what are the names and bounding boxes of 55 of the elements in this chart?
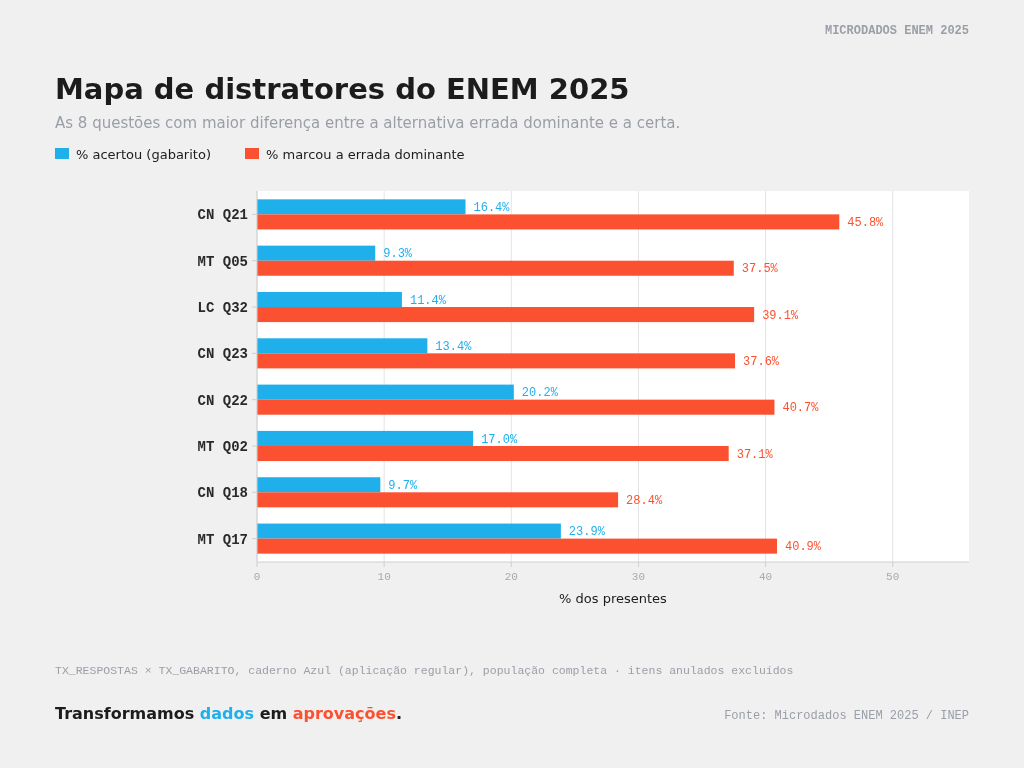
data-label: 11.4% <box>409 293 447 308</box>
chart-title: Mapa de distratores do ENEM 2025 <box>55 72 630 106</box>
text: MICRODADOS ENEM 2025 <box>824 24 969 38</box>
bar <box>257 492 619 508</box>
data-label: 13.4% <box>435 340 473 355</box>
x-tick-label: 20 <box>504 571 518 583</box>
data-label: 37.1% <box>736 447 774 462</box>
legend-label: % marcou a errada dominante <box>266 147 465 162</box>
data-label: 40.7% <box>782 401 820 416</box>
bar <box>257 445 729 462</box>
y-tick-label: CN Q23 <box>197 346 248 363</box>
bar <box>257 199 466 215</box>
x-tick-label: 40 <box>758 571 773 583</box>
y-tick-label: CN Q21 <box>197 207 248 224</box>
source-note: Fonte: Microdados ENEM 2025 / INEP <box>724 709 969 723</box>
y-tick-label: CN Q22 <box>197 392 248 409</box>
data-label: 20.2% <box>521 386 559 401</box>
data-label: 16.4% <box>473 201 511 216</box>
bar <box>257 214 840 230</box>
bar <box>257 260 734 276</box>
bar <box>257 523 561 539</box>
legend-label: % acertou (gabarito) <box>76 147 211 162</box>
data-label: 23.9% <box>568 525 606 540</box>
data-label: 9.3% <box>383 247 413 262</box>
bar <box>257 538 778 554</box>
chart-subtitle: As 8 questões com maior diferença entre a alternativa errada dominante e a certa. <box>55 114 681 132</box>
bar <box>257 245 376 261</box>
data-label: 40.9% <box>785 540 822 555</box>
data-label: 37.6% <box>743 355 780 370</box>
bar <box>257 430 474 446</box>
y-tick-label: MT Q05 <box>197 253 248 270</box>
data-label: 9.7% <box>388 478 418 493</box>
bar <box>257 477 381 493</box>
data-label: 28.4% <box>626 494 663 509</box>
text: Transformamos dados em aprovações. <box>55 704 403 723</box>
x-tick-label: 10 <box>377 571 391 583</box>
x-axis-title: % dos presentes <box>559 591 668 606</box>
bar <box>257 307 755 323</box>
bar <box>257 338 428 354</box>
y-tick-label: CN Q18 <box>197 485 248 502</box>
data-label: 37.5% <box>741 262 779 277</box>
bar <box>257 291 402 308</box>
text: TX_RESPOSTAS × TX_GABARITO, caderno Azul (aplicação regular), população completa · itens anulados excluídos <box>55 664 794 677</box>
data-label: 17.0% <box>481 432 518 447</box>
y-tick-label: MT Q17 <box>197 531 248 548</box>
x-tick-label: 50 <box>886 571 900 583</box>
x-tick-label: 0 <box>253 571 261 583</box>
y-tick-label: MT Q02 <box>197 438 248 455</box>
data-label: 45.8% <box>847 216 885 231</box>
data-label: 39.1% <box>762 308 799 323</box>
x-tick-label: 30 <box>631 571 646 583</box>
bar <box>257 399 775 415</box>
bar <box>257 353 736 369</box>
bar <box>257 384 514 400</box>
y-tick-label: LC Q32 <box>197 299 248 316</box>
